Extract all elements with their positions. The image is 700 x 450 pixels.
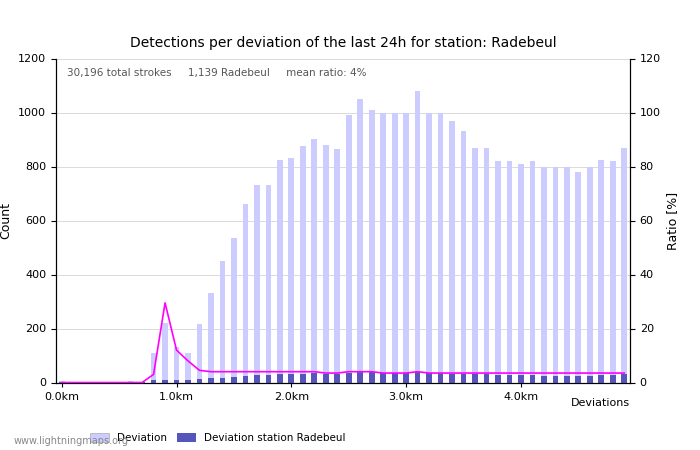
Bar bbox=[495, 161, 500, 382]
Bar bbox=[518, 164, 524, 382]
Bar bbox=[392, 112, 398, 382]
Bar bbox=[323, 374, 329, 382]
Bar bbox=[288, 374, 294, 382]
Bar bbox=[541, 376, 547, 382]
Text: 30,196 total strokes     1,139 Radebeul     mean ratio: 4%: 30,196 total strokes 1,139 Radebeul mean… bbox=[67, 68, 367, 78]
Text: www.lightningmaps.org: www.lightningmaps.org bbox=[14, 436, 129, 446]
Bar bbox=[587, 376, 593, 382]
Bar bbox=[426, 112, 432, 382]
Bar bbox=[150, 353, 156, 382]
Bar bbox=[300, 374, 306, 382]
Bar bbox=[472, 148, 478, 382]
Bar bbox=[426, 373, 432, 382]
Bar bbox=[369, 110, 375, 382]
Bar bbox=[484, 148, 489, 382]
Bar bbox=[403, 373, 409, 382]
Bar bbox=[529, 375, 536, 382]
Bar bbox=[564, 376, 570, 382]
Bar bbox=[552, 166, 558, 382]
Y-axis label: Ratio [%]: Ratio [%] bbox=[666, 191, 680, 250]
Bar bbox=[346, 373, 351, 382]
Bar bbox=[335, 374, 340, 382]
Bar bbox=[242, 376, 248, 382]
Bar bbox=[265, 185, 272, 382]
Bar bbox=[231, 377, 237, 382]
Bar bbox=[438, 373, 444, 382]
Bar bbox=[254, 185, 260, 382]
Bar bbox=[208, 293, 214, 382]
Bar bbox=[323, 145, 329, 382]
Bar bbox=[312, 140, 317, 382]
Bar bbox=[495, 375, 500, 382]
Bar bbox=[610, 161, 616, 382]
Bar bbox=[150, 380, 156, 382]
Bar bbox=[346, 115, 351, 382]
Bar bbox=[598, 160, 604, 382]
Bar bbox=[610, 375, 616, 382]
Bar bbox=[162, 380, 168, 382]
Bar bbox=[300, 146, 306, 382]
Bar bbox=[472, 374, 478, 382]
Bar bbox=[220, 378, 225, 382]
Bar bbox=[288, 158, 294, 382]
Bar bbox=[231, 238, 237, 382]
Bar bbox=[622, 374, 627, 382]
Bar bbox=[197, 379, 202, 382]
Bar bbox=[598, 375, 604, 382]
Bar bbox=[461, 374, 466, 382]
Bar bbox=[622, 148, 627, 382]
Bar bbox=[414, 372, 421, 382]
Bar bbox=[380, 112, 386, 382]
Bar bbox=[357, 372, 363, 382]
Bar bbox=[369, 372, 375, 382]
Bar bbox=[564, 166, 570, 382]
Bar bbox=[185, 380, 191, 382]
Bar bbox=[518, 375, 524, 382]
Bar bbox=[59, 381, 64, 382]
Bar bbox=[335, 149, 340, 382]
Bar bbox=[507, 375, 512, 382]
Bar bbox=[575, 172, 581, 382]
Bar bbox=[197, 324, 202, 382]
Bar bbox=[529, 161, 536, 382]
Bar bbox=[541, 166, 547, 382]
Bar bbox=[254, 375, 260, 382]
Bar bbox=[587, 166, 593, 382]
Bar bbox=[380, 373, 386, 382]
Text: Deviations: Deviations bbox=[571, 398, 630, 408]
Bar bbox=[575, 376, 581, 382]
Bar bbox=[507, 161, 512, 382]
Bar bbox=[208, 378, 214, 382]
Bar bbox=[449, 121, 455, 382]
Bar bbox=[392, 373, 398, 382]
Bar bbox=[185, 353, 191, 382]
Bar bbox=[484, 374, 489, 382]
Bar bbox=[162, 323, 168, 382]
Y-axis label: Count: Count bbox=[0, 202, 13, 239]
Bar bbox=[438, 112, 444, 382]
Bar bbox=[242, 204, 248, 382]
Bar bbox=[277, 160, 283, 382]
Bar bbox=[357, 99, 363, 382]
Bar bbox=[174, 380, 179, 382]
Bar bbox=[265, 375, 272, 382]
Bar bbox=[174, 347, 179, 382]
Bar bbox=[277, 374, 283, 382]
Bar bbox=[449, 374, 455, 382]
Bar bbox=[312, 373, 317, 382]
Bar bbox=[220, 261, 225, 382]
Bar bbox=[403, 112, 409, 382]
Bar bbox=[552, 376, 558, 382]
Bar bbox=[414, 91, 421, 382]
Title: Detections per deviation of the last 24h for station: Radebeul: Detections per deviation of the last 24h… bbox=[130, 36, 556, 50]
Bar bbox=[461, 131, 466, 382]
